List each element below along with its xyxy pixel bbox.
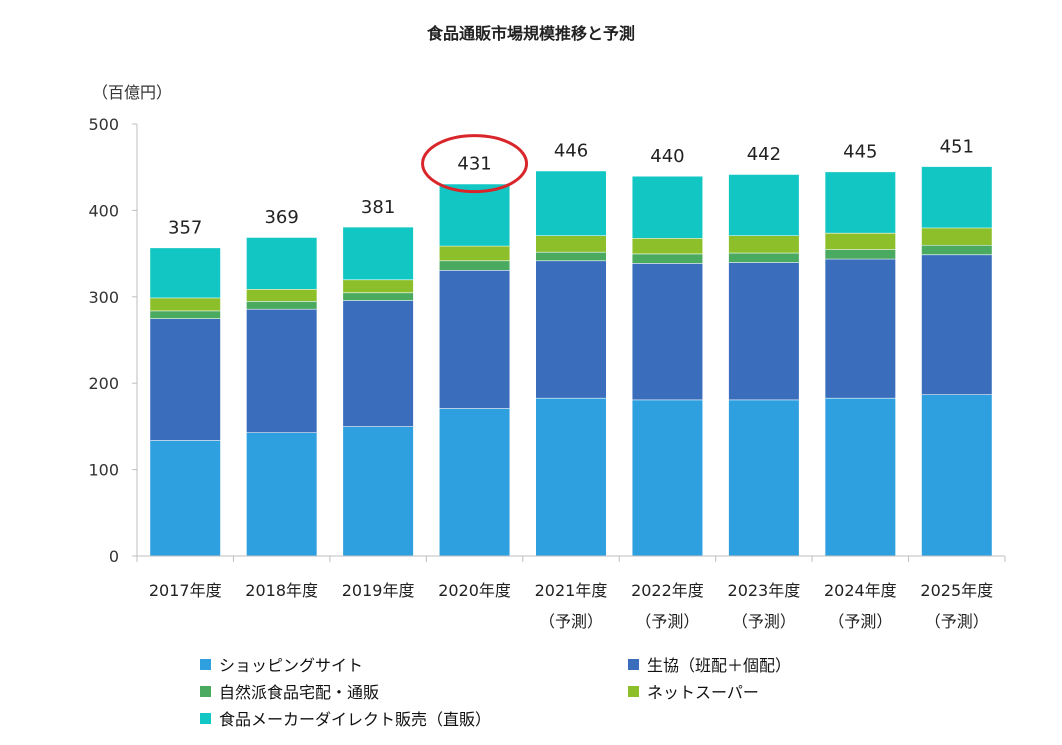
bar-segment xyxy=(632,263,703,400)
legend-item-coop: 生協（班配＋個配） xyxy=(628,652,791,676)
bar-segment xyxy=(921,166,992,228)
bar-segment xyxy=(825,249,896,259)
bar-segment xyxy=(439,245,510,261)
y-tick-label: 0 xyxy=(109,547,119,566)
x-tick-label-sub: （予測） xyxy=(732,612,796,631)
bar-segment xyxy=(921,394,992,556)
bar-segment xyxy=(343,300,414,427)
x-tick-label-sub: （予測） xyxy=(828,612,892,631)
data-label-total: 451 xyxy=(940,136,974,157)
bar-segment xyxy=(728,252,799,263)
x-tick-label: 2018年度 xyxy=(245,581,318,600)
bar-segment xyxy=(343,226,414,280)
legend-label-natural-food: 自然派食品宅配・通販 xyxy=(219,683,380,702)
data-labels: 357 369 381 431 446 440 442 445 451 xyxy=(168,136,974,238)
chart-title: 食品通販市場規模推移と予測 xyxy=(426,24,635,43)
bar-segment xyxy=(728,174,799,236)
bar-segment xyxy=(343,279,414,293)
bar-segment xyxy=(632,399,703,556)
x-tick-label: 2020年度 xyxy=(438,581,511,600)
bar-segment xyxy=(246,237,317,290)
bar-segment xyxy=(921,227,992,245)
legend-label-shopping-site: ショッピングサイト xyxy=(219,656,364,675)
highlight xyxy=(421,134,529,194)
legend-swatch-net-supermarket xyxy=(628,685,639,697)
bar-segment xyxy=(825,232,896,250)
legend-item-maker-direct: 食品メーカーダイレクト販売（直販） xyxy=(200,706,491,730)
data-label-total: 440 xyxy=(650,146,684,167)
y-tick-label: 100 xyxy=(88,461,119,480)
bar-segment xyxy=(536,260,606,398)
bars xyxy=(150,165,992,556)
bar-segment xyxy=(632,238,703,254)
bar-segment xyxy=(150,440,221,556)
x-tick-label: 2024年度 xyxy=(824,581,897,600)
legend-item-shopping-site: ショッピングサイト xyxy=(200,652,363,676)
x-tick-label-sub: （予測） xyxy=(925,612,989,631)
bar-segment xyxy=(439,183,510,246)
data-label-total: 381 xyxy=(361,197,395,218)
x-tick-label: 2023年度 xyxy=(728,581,801,600)
bar-segment xyxy=(150,318,221,441)
bar-segment xyxy=(825,171,896,233)
data-label-total: 357 xyxy=(168,218,202,239)
legend-swatch-maker-direct xyxy=(200,712,211,724)
highlight-ellipse xyxy=(421,134,529,194)
bar-segment xyxy=(150,310,221,319)
legend-item-net-supermarket: ネットスーパー xyxy=(628,679,759,703)
bar-segment xyxy=(728,235,799,253)
bar-segment xyxy=(246,432,317,556)
data-label-total: 431 xyxy=(457,154,491,175)
bar-segment xyxy=(825,258,896,398)
bar-segment xyxy=(536,170,606,236)
legend-label-net-supermarket: ネットスーパー xyxy=(647,683,759,702)
y-axis: 0 100 200 300 400 500 xyxy=(88,115,138,566)
data-label-total: 445 xyxy=(843,142,877,163)
bar-segment xyxy=(439,260,510,271)
bar-segment xyxy=(246,308,317,433)
x-tick-label: 2019年度 xyxy=(342,581,415,600)
data-label-total: 446 xyxy=(554,141,588,162)
bar-segment xyxy=(439,270,510,409)
x-tick-label: 2021年度 xyxy=(535,581,608,600)
bar-segment xyxy=(536,397,606,556)
bar-segment xyxy=(246,301,317,309)
bar-segment xyxy=(921,254,992,395)
y-tick-label: 400 xyxy=(88,201,119,220)
y-axis-unit-label: （百億円） xyxy=(92,83,172,102)
bar-segment xyxy=(728,262,799,400)
legend-swatch-shopping-site xyxy=(200,658,211,670)
legend-label-maker-direct: 食品メーカーダイレクト販売（直販） xyxy=(219,710,492,729)
bar-segment xyxy=(150,297,221,311)
x-tick-label: 2022年度 xyxy=(631,581,704,600)
data-label-total: 369 xyxy=(264,207,298,228)
x-axis: 2017年度 2018年度 2019年度 2020年度 2021年度 （予測） 2022年度… xyxy=(136,555,1006,631)
bar-segment xyxy=(921,244,992,255)
legend-label-coop: 生協（班配＋個配） xyxy=(647,656,792,675)
legend-item-natural-food: 自然派食品宅配・通販 xyxy=(200,679,379,703)
bar-segment xyxy=(343,292,414,301)
bar-segment xyxy=(536,251,606,261)
bar-segment xyxy=(150,247,221,298)
x-tick-label-sub: （予測） xyxy=(635,612,699,631)
legend-swatch-natural-food xyxy=(200,685,211,697)
bar-segment xyxy=(536,235,606,252)
bar-segment xyxy=(728,399,799,556)
y-tick-label: 500 xyxy=(88,115,119,134)
x-tick-label: 2017年度 xyxy=(149,581,222,600)
bar-segment xyxy=(246,289,317,302)
bar-segment xyxy=(825,397,896,556)
bar-segment xyxy=(343,426,414,556)
x-tick-label: 2025年度 xyxy=(920,581,993,600)
y-tick-label: 200 xyxy=(88,374,119,393)
legend-swatch-coop xyxy=(628,658,639,670)
bar-segment xyxy=(632,253,703,264)
bar-segment xyxy=(632,175,703,239)
y-tick-label: 300 xyxy=(88,288,119,307)
bar-segment xyxy=(439,408,510,556)
x-tick-label-sub: （予測） xyxy=(539,612,603,631)
data-label-total: 442 xyxy=(747,144,781,165)
